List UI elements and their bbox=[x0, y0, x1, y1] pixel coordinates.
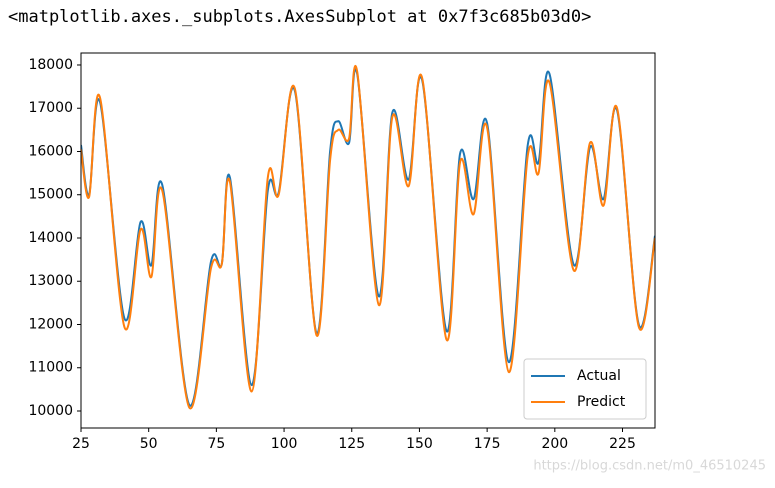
y-tick-label: 17000 bbox=[28, 100, 73, 116]
y-tick-label: 10000 bbox=[28, 403, 73, 419]
y-tick-label: 12000 bbox=[28, 316, 73, 332]
series-line bbox=[81, 65, 655, 410]
x-tick-label: 25 bbox=[72, 436, 90, 452]
y-tick-label: 13000 bbox=[28, 273, 73, 289]
x-tick-label: 150 bbox=[406, 436, 433, 452]
watermark: https://blog.csdn.net/m0_46510245 bbox=[533, 459, 766, 474]
x-tick-label: 125 bbox=[338, 436, 365, 452]
y-tick-label: 16000 bbox=[28, 143, 73, 159]
axes-frame bbox=[80, 52, 656, 429]
output-text: <matplotlib.axes._subplots.AxesSubplot a… bbox=[8, 7, 591, 27]
x-tick-label: 75 bbox=[207, 436, 225, 452]
legend-label: Actual bbox=[577, 368, 621, 384]
y-tick-label: 11000 bbox=[28, 360, 73, 376]
y-tick-label: 15000 bbox=[28, 187, 73, 203]
x-tick-label: 50 bbox=[140, 436, 158, 452]
legend-box bbox=[523, 358, 647, 420]
x-tick-label: 200 bbox=[541, 436, 568, 452]
legend-label: Predict bbox=[577, 394, 626, 410]
y-tick-label: 18000 bbox=[28, 57, 73, 73]
x-tick-label: 100 bbox=[271, 436, 298, 452]
x-tick-label: 175 bbox=[474, 436, 501, 452]
y-tick-label: 14000 bbox=[28, 230, 73, 246]
x-tick-label: 225 bbox=[609, 436, 636, 452]
